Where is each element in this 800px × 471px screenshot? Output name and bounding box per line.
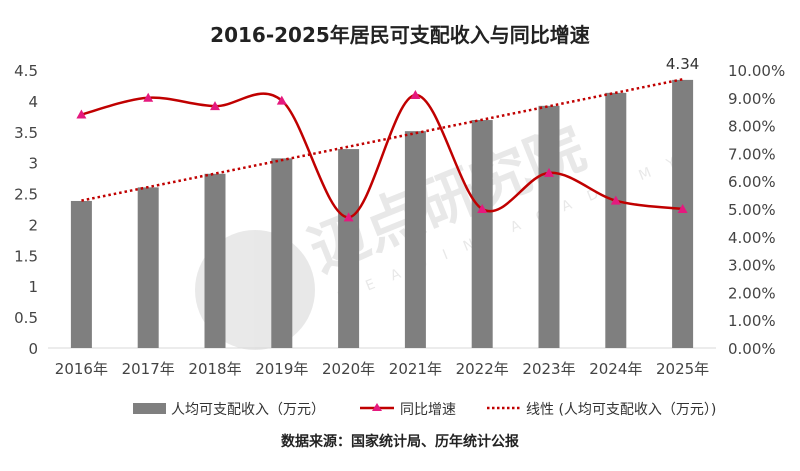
legend-swatch-bar bbox=[133, 403, 166, 414]
right-axis-tick: 3.00% bbox=[728, 257, 776, 275]
right-axis-tick: 5.00% bbox=[728, 201, 776, 219]
legend-label-trendline: 线性 (人均可支配收入（万元）) bbox=[526, 402, 716, 418]
x-axis-tick: 2017年 bbox=[122, 360, 175, 378]
trendline bbox=[81, 78, 683, 202]
source-note: 数据来源：国家统计局、历年统计公报 bbox=[281, 433, 519, 450]
bar-2022年 bbox=[471, 120, 493, 348]
growth-marker-2024年 bbox=[610, 195, 621, 205]
growth-marker-2019年 bbox=[276, 95, 287, 105]
bar-2025年 bbox=[672, 79, 694, 348]
chart-title: 2016-2025年居民可支配收入与同比增速 bbox=[210, 23, 590, 47]
right-axis-tick: 2.00% bbox=[728, 284, 776, 302]
legend-marker-triangle bbox=[372, 403, 382, 411]
bar-2021年 bbox=[404, 131, 426, 348]
x-axis-tick: 2023年 bbox=[522, 360, 575, 378]
x-axis-tick: 2018年 bbox=[188, 360, 241, 378]
legend: 人均可支配收入（万元） 同比增速 线性 (人均可支配收入（万元）) bbox=[133, 402, 716, 418]
bar-2018年 bbox=[204, 173, 226, 348]
left-axis-tick: 3 bbox=[28, 155, 38, 173]
right-axis-tick: 4.00% bbox=[728, 229, 776, 247]
left-axis-tick: 0.5 bbox=[14, 309, 38, 327]
left-axis-tick: 1.5 bbox=[14, 247, 38, 265]
right-axis-tick: 0.00% bbox=[728, 340, 776, 358]
growth-marker-2025年 bbox=[677, 204, 688, 213]
bar-2020年 bbox=[338, 149, 360, 348]
left-axis-tick: 4.5 bbox=[14, 62, 38, 80]
bar-2024年 bbox=[605, 92, 627, 348]
growth-marker-2020年 bbox=[343, 212, 354, 222]
x-axis-tick: 2020年 bbox=[322, 360, 375, 378]
right-axis-tick: 6.00% bbox=[728, 173, 776, 191]
bar-2019年 bbox=[271, 158, 293, 348]
right-axis-tick: 7.00% bbox=[728, 145, 776, 163]
growth-marker-2016年 bbox=[76, 109, 87, 119]
legend-label-bar: 人均可支配收入（万元） bbox=[171, 402, 325, 418]
growth-marker-2022年 bbox=[477, 204, 488, 213]
right-axis-tick: 9.00% bbox=[728, 90, 776, 108]
left-axis-tick: 4 bbox=[28, 93, 38, 111]
data-label: 4.34 bbox=[666, 55, 699, 73]
left-axis-tick: 0 bbox=[28, 340, 38, 358]
x-axis-tick: 2022年 bbox=[456, 360, 509, 378]
growth-line bbox=[81, 92, 683, 219]
right-axis-tick: 8.00% bbox=[728, 118, 776, 136]
bar-2017年 bbox=[137, 187, 159, 348]
growth-marker-2021年 bbox=[410, 90, 421, 100]
x-axis-tick: 2019年 bbox=[255, 360, 308, 378]
bar-2016年 bbox=[70, 200, 92, 348]
x-axis-tick: 2025年 bbox=[656, 360, 709, 378]
legend-label-line: 同比增速 bbox=[400, 402, 456, 418]
growth-marker-2017年 bbox=[143, 92, 154, 102]
growth-marker-2023年 bbox=[544, 167, 554, 177]
x-axis-tick: 2024年 bbox=[589, 360, 642, 378]
right-axis-tick: 10.00% bbox=[728, 62, 785, 80]
growth-marker-2018年 bbox=[210, 101, 220, 111]
x-axis-tick: 2016年 bbox=[55, 360, 108, 378]
left-axis-tick: 3.5 bbox=[14, 124, 38, 142]
right-axis-tick: 1.00% bbox=[728, 312, 776, 330]
left-axis-tick: 2.5 bbox=[14, 186, 38, 204]
bar-2023年 bbox=[538, 105, 560, 348]
left-axis-tick: 2 bbox=[28, 216, 38, 234]
left-axis-tick: 1 bbox=[28, 278, 38, 296]
x-axis-tick: 2021年 bbox=[389, 360, 442, 378]
